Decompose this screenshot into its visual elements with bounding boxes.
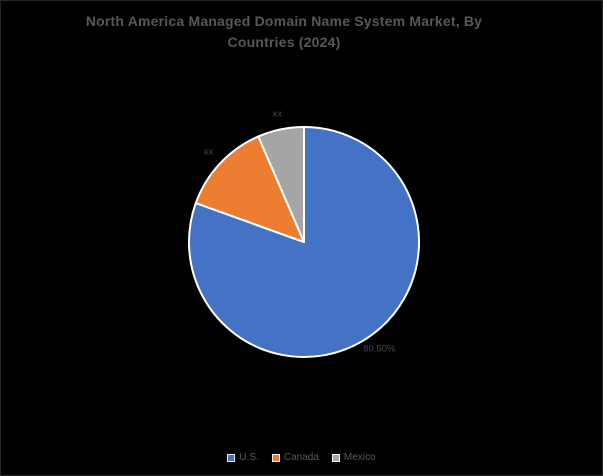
legend-label-canada: Canada — [283, 452, 319, 463]
legend: U.S. Canada Mexico — [1, 452, 602, 463]
legend-swatch-us-icon — [227, 453, 236, 462]
pie-slice-canada[interactable] — [194, 135, 305, 243]
chart-title: North America Managed Domain Name System… — [85, 13, 483, 50]
slice-label-mexico: xx — [272, 108, 283, 120]
slice-label-canada: xx — [203, 146, 214, 158]
legend-item-mexico[interactable]: Mexico — [331, 452, 376, 463]
legend-swatch-canada-icon — [271, 453, 280, 462]
legend-swatch-mexico-icon — [331, 453, 340, 462]
legend-item-us[interactable]: U.S. — [227, 452, 259, 463]
legend-label-us: U.S. — [239, 452, 259, 463]
legend-label-mexico: Mexico — [343, 452, 376, 463]
slice-label-u-s: 80.50% — [363, 343, 396, 355]
legend-item-canada[interactable]: Canada — [271, 452, 319, 463]
pie-slice-mexico[interactable] — [257, 126, 305, 243]
